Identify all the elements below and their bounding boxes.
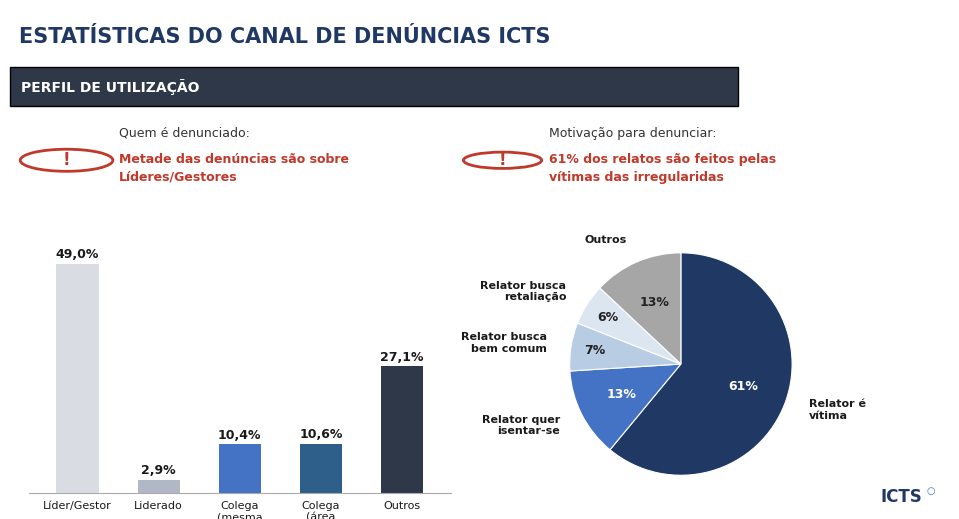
Text: PERFIL DE UTILIZAÇÃO: PERFIL DE UTILIZAÇÃO [20,79,199,95]
Text: 49,0%: 49,0% [56,249,99,262]
Text: 61%: 61% [729,380,759,393]
Text: 10,4%: 10,4% [218,429,262,442]
Text: !: ! [62,151,70,169]
Text: Motivação para denunciar:: Motivação para denunciar: [549,127,716,140]
Text: 2,9%: 2,9% [141,463,175,476]
Text: Relator é
vítima: Relator é vítima [808,399,866,421]
Text: Relator quer
isentar-se: Relator quer isentar-se [481,415,560,436]
FancyBboxPatch shape [10,67,738,106]
Text: 6%: 6% [597,311,619,324]
Text: ICTS: ICTS [880,488,923,507]
Wedge shape [599,253,681,364]
Bar [381,366,423,493]
Bar [137,480,179,493]
Text: Metade das denúncias são sobre
Líderes/Gestores: Metade das denúncias são sobre Líderes/G… [119,153,349,184]
Text: Relator busca
bem comum: Relator busca bem comum [461,332,547,353]
Text: 13%: 13% [606,388,637,401]
Text: 10,6%: 10,6% [299,428,342,441]
Text: 27,1%: 27,1% [381,351,424,364]
Text: ○: ○ [926,486,935,496]
Text: ESTATÍSTICAS DO CANAL DE DENÚNCIAS ICTS: ESTATÍSTICAS DO CANAL DE DENÚNCIAS ICTS [19,26,550,47]
Bar [300,444,342,493]
Text: !: ! [499,151,506,169]
Text: Quem é denunciado:: Quem é denunciado: [119,127,249,140]
Bar [219,444,261,493]
Wedge shape [570,364,681,450]
Text: 13%: 13% [640,296,669,309]
Text: 7%: 7% [585,344,606,357]
Bar [57,264,99,493]
Text: Relator busca
retaliação: Relator busca retaliação [480,281,567,302]
Wedge shape [610,253,792,475]
Wedge shape [570,323,681,371]
Text: 61% dos relatos são feitos pelas
vítimas das irregularidas: 61% dos relatos são feitos pelas vítimas… [549,153,776,184]
Text: Outros: Outros [585,235,627,244]
Wedge shape [577,288,681,364]
